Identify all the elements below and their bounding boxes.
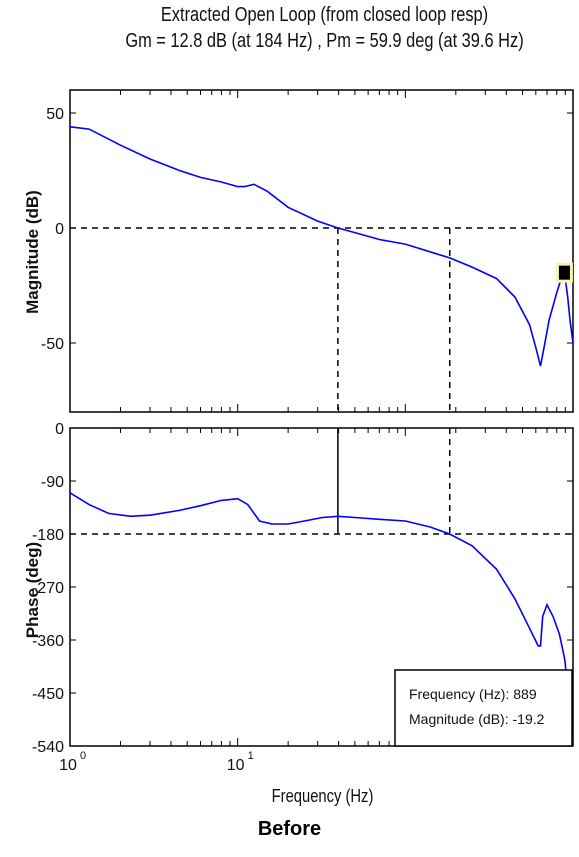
chart-subtitle: Gm = 12.8 dB (at 184 Hz) , Pm = 59.9 deg… [125, 30, 524, 52]
chart-title: Extracted Open Loop (from closed loop re… [160, 4, 489, 26]
y-tick-label: -450 [32, 686, 64, 703]
datatip-marker[interactable] [555, 262, 573, 283]
magnitude-x-ticks [69, 90, 566, 412]
magnitude-y-label: Magnitude (dB) [23, 190, 42, 314]
x-tick-exponent: 0 [80, 750, 86, 762]
y-tick-label: 50 [46, 106, 64, 123]
y-tick-label: -360 [32, 633, 64, 650]
y-tick-label: -50 [41, 336, 64, 353]
phase-y-label: Phase (deg) [23, 541, 42, 639]
x-tick-exponent: 1 [248, 750, 254, 762]
x-tick-label: 10 [59, 757, 77, 774]
datatip-magnitude: Magnitude (dB): -19.2 [409, 711, 545, 727]
y-tick-label: -270 [32, 580, 64, 597]
magnitude-series-line [69, 126, 574, 367]
magnitude-reference-lines [70, 227, 573, 412]
y-tick-label: -540 [32, 739, 64, 756]
figure-caption: Before [257, 818, 322, 840]
y-tick-label: 0 [55, 221, 64, 238]
datatip-frequency: Frequency (Hz): 889 [409, 686, 537, 702]
magnitude-axes [69, 89, 574, 413]
x-tick-label: 10 [227, 757, 245, 774]
magnitude-y-ticks: 50 0 -50 [41, 106, 573, 353]
y-tick-label: 0 [55, 421, 64, 438]
phase-series-line [69, 492, 574, 747]
phase-y-ticks: 0 -90 -180 -270 -360 -450 -540 [32, 421, 573, 756]
y-tick-label: -180 [32, 527, 64, 544]
y-tick-label: -90 [41, 474, 64, 491]
x-axis-label: Frequency (Hz) [271, 786, 374, 806]
datatip-box[interactable]: Frequency (Hz): 889 Magnitude (dB): -19.… [394, 669, 573, 747]
